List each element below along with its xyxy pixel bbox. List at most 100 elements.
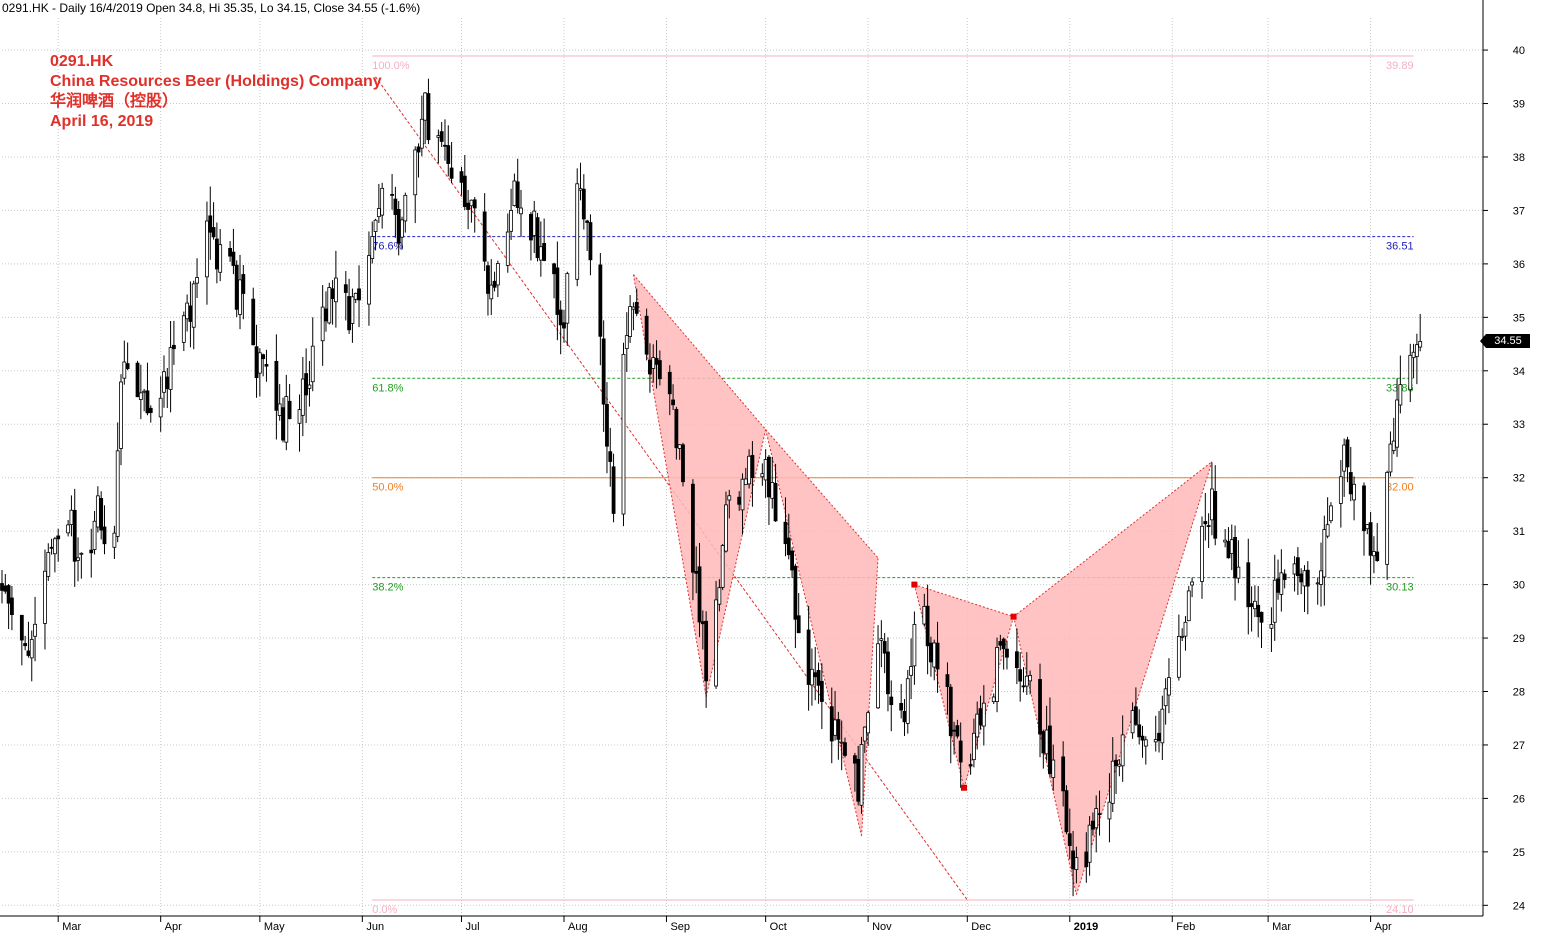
candle-down <box>829 706 834 742</box>
x-tick-label: Apr <box>1375 921 1392 933</box>
candle-down <box>492 280 497 288</box>
candle-up <box>76 557 80 561</box>
candle-up <box>310 345 315 383</box>
candle-up <box>218 244 223 273</box>
candle-down <box>1259 611 1264 623</box>
pattern-leg <box>765 429 879 559</box>
candle-up <box>714 599 718 687</box>
candle-up <box>370 236 375 259</box>
candle-down <box>667 371 672 395</box>
candle-up <box>1342 444 1347 472</box>
candle-down <box>786 537 791 556</box>
candle-down <box>694 571 699 574</box>
candle-down <box>228 247 233 257</box>
candle-down <box>1140 735 1145 741</box>
candle-up <box>1024 675 1029 687</box>
candle-down <box>1001 638 1006 650</box>
candle-up <box>972 732 976 761</box>
candle-down <box>1038 679 1042 735</box>
candle-down <box>390 194 394 196</box>
candle-down <box>1084 851 1089 868</box>
candle-up <box>1183 621 1188 637</box>
candle-down <box>23 643 28 647</box>
candle-up <box>320 306 325 342</box>
annotation-company: China Resources Beer (Holdings) Company <box>50 73 382 90</box>
candle-down <box>231 251 236 266</box>
candle-down <box>1067 833 1072 846</box>
pattern-triangle <box>633 274 766 697</box>
candle-up <box>1028 675 1033 682</box>
chart-annotation: 0291.HK China Resources Beer (Holdings) … <box>50 52 382 132</box>
candle-up <box>866 712 871 734</box>
candle-down <box>1295 557 1300 577</box>
y-tick-label: 30 <box>1513 580 1525 592</box>
candle-down <box>886 651 890 695</box>
candle-up <box>119 381 123 449</box>
candle-down <box>347 296 352 331</box>
candle-up <box>66 524 71 534</box>
candle-down <box>1213 491 1218 539</box>
candle-up <box>1385 471 1390 565</box>
candle-down <box>261 354 266 360</box>
candle-down <box>767 456 771 498</box>
candle-down <box>439 131 444 142</box>
x-tick-label: Jun <box>366 921 384 933</box>
candle-down <box>343 284 348 293</box>
candle-down <box>852 755 857 764</box>
candle-down <box>214 238 219 270</box>
x-tick-label: Apr <box>165 921 182 933</box>
candle-down <box>945 674 950 687</box>
candle-down <box>251 298 256 346</box>
candle-down <box>796 615 801 634</box>
candle-up <box>1398 384 1403 406</box>
candle-down <box>1137 724 1142 738</box>
candle-up <box>1352 483 1356 501</box>
candle-up <box>1107 801 1112 820</box>
pattern-leg <box>913 584 965 788</box>
candle-down <box>1005 648 1009 658</box>
annotation-date: April 16, 2019 <box>50 113 154 130</box>
candle-down <box>1375 551 1380 562</box>
candle-up <box>1269 624 1274 629</box>
candle-up <box>833 719 837 736</box>
candle-down <box>558 309 563 326</box>
candle-up <box>1319 570 1323 585</box>
candle-down <box>654 358 659 365</box>
candle-up <box>168 347 173 390</box>
candle-down <box>1226 541 1231 559</box>
candle-down <box>750 455 755 479</box>
candle-down <box>978 708 983 726</box>
candle-down <box>704 620 709 682</box>
candle-down <box>466 202 471 210</box>
candle-up <box>740 478 745 511</box>
candle-down <box>1249 603 1254 607</box>
candle-up <box>350 296 355 324</box>
candle-up <box>747 455 752 485</box>
candle-down <box>72 509 77 562</box>
candle-up <box>909 666 913 676</box>
candle-down <box>396 209 401 244</box>
candle-up <box>1408 354 1413 391</box>
candle-down <box>102 526 107 545</box>
candle-down <box>952 729 956 732</box>
candle-down <box>443 144 447 147</box>
candle-down <box>605 404 609 447</box>
candle-up <box>1051 759 1056 778</box>
candle-down <box>793 565 798 620</box>
candle-down <box>462 175 467 208</box>
candle-down <box>889 696 894 706</box>
y-tick-label: 39 <box>1513 99 1525 111</box>
candle-up <box>1143 739 1148 747</box>
candle-down <box>1246 562 1251 608</box>
candle-up <box>353 292 358 300</box>
candle-up <box>624 335 629 349</box>
candle-up <box>419 118 424 149</box>
candle-up <box>1302 570 1307 587</box>
candle-up <box>519 207 523 215</box>
candle-down <box>515 181 520 208</box>
candle-down <box>19 614 24 641</box>
candle-down <box>472 199 477 209</box>
candle-up <box>297 409 302 424</box>
candle-down <box>1299 573 1304 583</box>
